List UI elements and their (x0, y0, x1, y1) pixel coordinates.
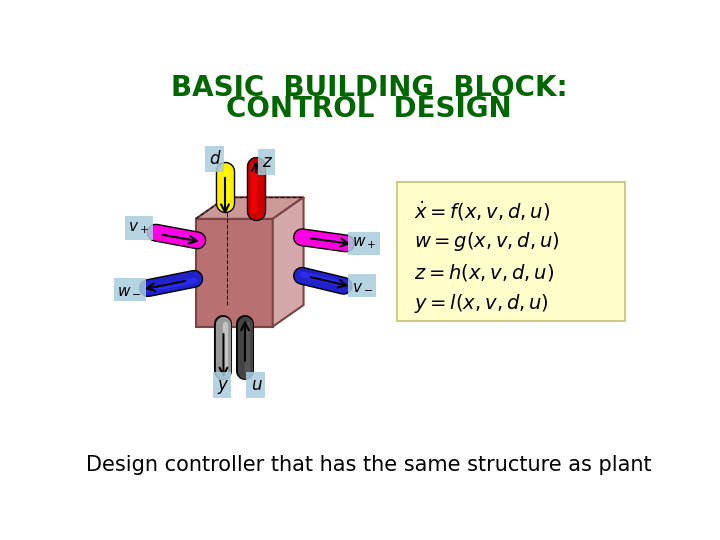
Polygon shape (196, 197, 304, 219)
FancyBboxPatch shape (397, 182, 626, 321)
Text: CONTROL  DESIGN: CONTROL DESIGN (226, 94, 512, 123)
Polygon shape (196, 219, 273, 327)
Text: u: u (251, 376, 261, 394)
Text: $y = l(x,v,d,u)$: $y = l(x,v,d,u)$ (414, 292, 549, 315)
Text: Design controller that has the same structure as plant: Design controller that has the same stru… (86, 455, 652, 475)
Text: $w_-$: $w_-$ (117, 282, 142, 297)
Text: y: y (217, 376, 227, 394)
Text: BASIC  BUILDING  BLOCK:: BASIC BUILDING BLOCK: (171, 74, 567, 102)
Text: $v_+$: $v_+$ (128, 220, 149, 236)
Text: d: d (209, 150, 220, 168)
Text: $w = g(x,v,d,u)$: $w = g(x,v,d,u)$ (414, 231, 559, 253)
Text: $\dot{x} = f(x,v,d,u)$: $\dot{x} = f(x,v,d,u)$ (414, 199, 550, 223)
Text: z: z (262, 153, 271, 171)
Text: $z = h(x,v,d,u)$: $z = h(x,v,d,u)$ (414, 262, 554, 283)
Text: $w_+$: $w_+$ (352, 235, 377, 251)
Text: $v_-$: $v_-$ (351, 278, 372, 293)
Polygon shape (273, 197, 304, 327)
